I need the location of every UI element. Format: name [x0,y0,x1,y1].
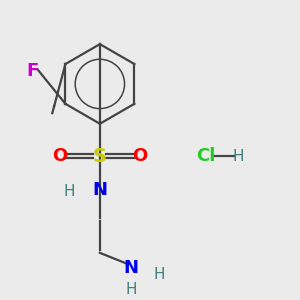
Text: F: F [26,62,38,80]
Text: Cl: Cl [196,147,216,165]
Text: H: H [153,267,165,282]
Text: H: H [125,282,136,297]
Text: N: N [92,181,107,199]
Text: O: O [52,147,68,165]
Text: N: N [123,259,138,277]
Text: H: H [63,184,75,199]
Text: S: S [93,147,107,166]
Text: H: H [233,149,244,164]
Text: O: O [132,147,147,165]
